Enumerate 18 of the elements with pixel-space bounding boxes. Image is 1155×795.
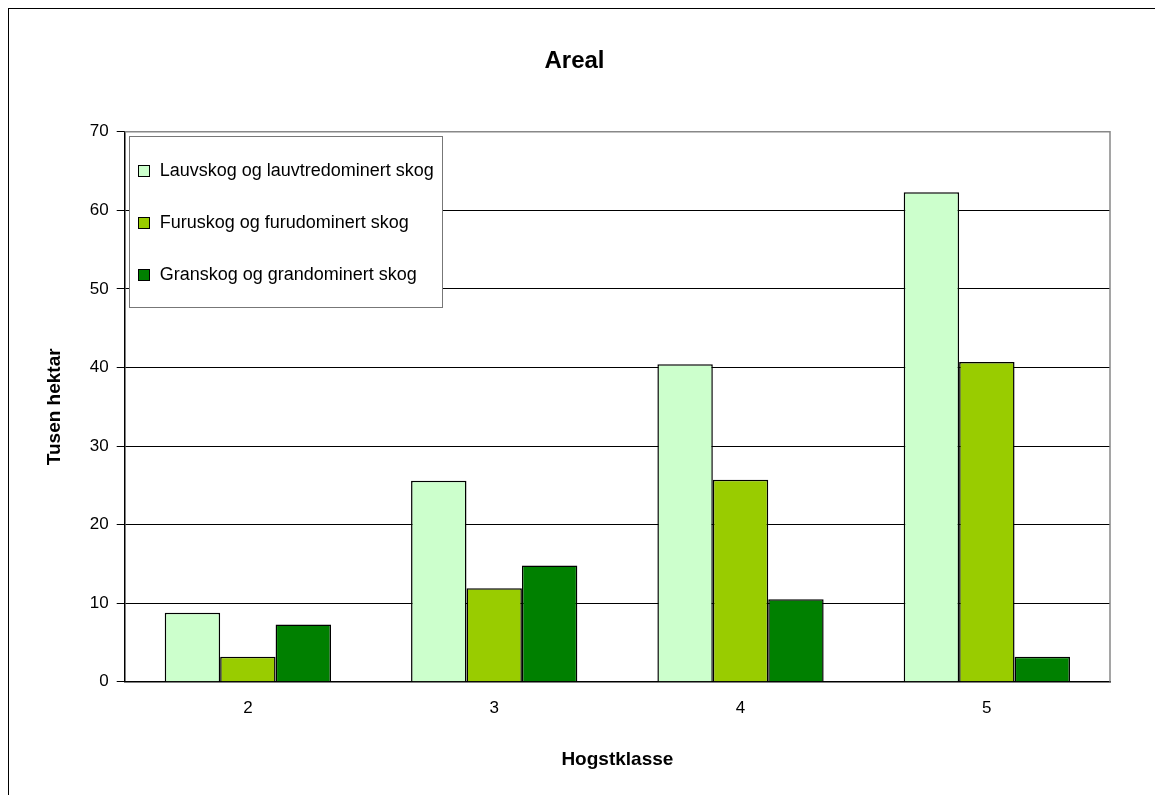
legend-label: Lauvskog og lauvtredominert skog [159, 160, 434, 182]
y-tick-label: 50 [89, 278, 109, 298]
y-tick-label: 70 [89, 121, 109, 141]
x-axis-title: Hogstklasse [561, 747, 674, 769]
y-tick-label: 0 [99, 671, 109, 691]
y-tick-label: 30 [89, 435, 109, 455]
chart-title: Areal [544, 46, 605, 74]
y-tick-label: 40 [89, 357, 109, 377]
x-tick-label: 5 [982, 697, 992, 717]
legend-label: Furuskog og furudominert skog [159, 212, 409, 234]
y-tick-label: 60 [89, 200, 109, 220]
x-tick-label: 4 [735, 697, 746, 717]
legend-label: Granskog og grandominert skog [159, 264, 417, 286]
y-tick-label: 20 [89, 514, 109, 534]
x-tick-label: 3 [489, 697, 499, 717]
x-tick-label: 2 [243, 697, 253, 717]
y-axis-title: Tusen hektar [42, 347, 64, 466]
y-tick-label: 10 [89, 592, 109, 612]
